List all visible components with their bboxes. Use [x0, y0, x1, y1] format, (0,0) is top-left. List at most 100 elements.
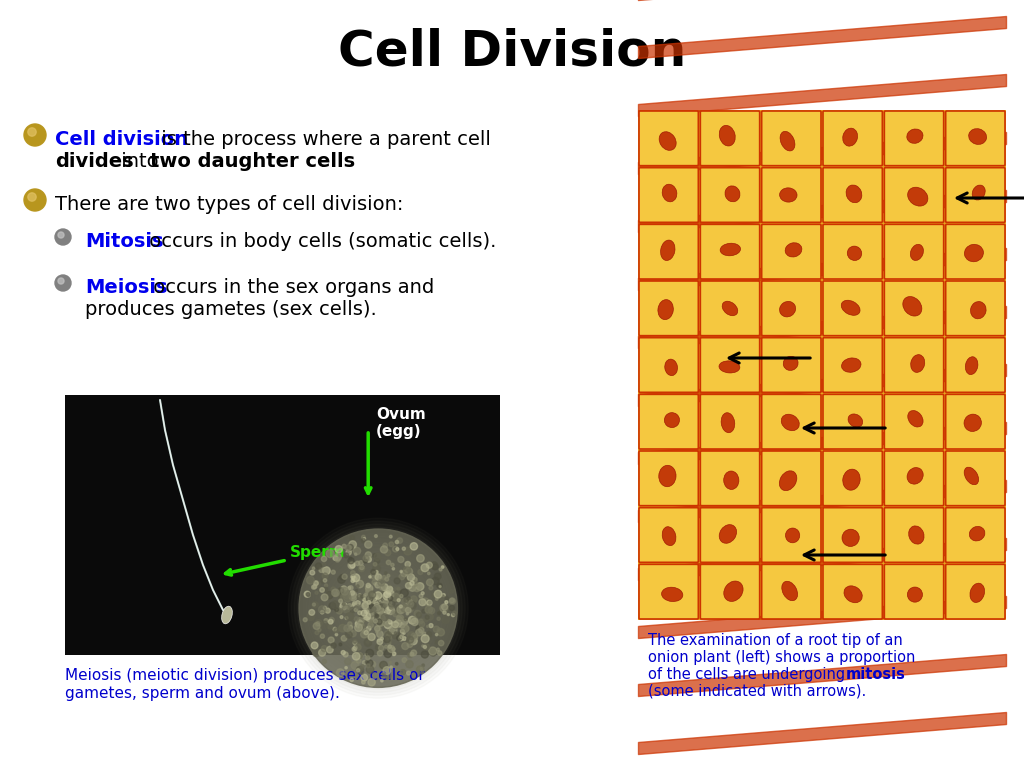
FancyBboxPatch shape: [762, 338, 821, 392]
Circle shape: [412, 581, 418, 587]
Circle shape: [361, 535, 366, 539]
Circle shape: [353, 646, 357, 650]
Circle shape: [411, 543, 418, 550]
Circle shape: [374, 597, 379, 602]
FancyBboxPatch shape: [700, 224, 760, 279]
Circle shape: [407, 597, 411, 600]
Circle shape: [374, 604, 380, 611]
FancyBboxPatch shape: [823, 508, 883, 562]
FancyBboxPatch shape: [639, 224, 698, 279]
Circle shape: [331, 570, 335, 574]
FancyBboxPatch shape: [885, 224, 944, 279]
Circle shape: [427, 600, 432, 605]
Circle shape: [377, 592, 384, 599]
Circle shape: [352, 647, 356, 651]
Ellipse shape: [785, 528, 800, 543]
Circle shape: [58, 232, 65, 238]
Circle shape: [435, 640, 439, 644]
Circle shape: [368, 622, 374, 627]
Text: occurs in body cells (somatic cells).: occurs in body cells (somatic cells).: [143, 232, 497, 251]
Circle shape: [372, 607, 376, 611]
FancyBboxPatch shape: [700, 111, 760, 166]
Circle shape: [429, 647, 436, 655]
Circle shape: [350, 631, 356, 637]
Circle shape: [415, 621, 417, 623]
Text: Meiosis: Meiosis: [85, 278, 168, 297]
Circle shape: [392, 634, 397, 639]
Circle shape: [407, 613, 409, 615]
Circle shape: [354, 553, 356, 555]
Circle shape: [342, 603, 345, 605]
Circle shape: [342, 574, 347, 579]
Circle shape: [450, 598, 456, 604]
Text: two daughter cells: two daughter cells: [150, 152, 355, 171]
Circle shape: [375, 611, 380, 616]
Circle shape: [373, 616, 379, 623]
Circle shape: [306, 593, 310, 596]
Circle shape: [381, 601, 384, 605]
Circle shape: [350, 591, 354, 595]
Circle shape: [313, 581, 318, 585]
Circle shape: [321, 611, 324, 614]
Circle shape: [366, 664, 370, 668]
Circle shape: [430, 561, 438, 569]
Circle shape: [389, 605, 393, 609]
Ellipse shape: [903, 296, 922, 316]
Circle shape: [395, 663, 398, 665]
FancyBboxPatch shape: [885, 451, 944, 505]
Text: mitosis: mitosis: [846, 667, 906, 682]
Circle shape: [314, 581, 321, 588]
Circle shape: [445, 597, 449, 600]
FancyBboxPatch shape: [639, 564, 698, 619]
Circle shape: [383, 602, 387, 606]
Circle shape: [346, 613, 353, 621]
Circle shape: [342, 602, 345, 605]
Circle shape: [327, 647, 333, 653]
Circle shape: [380, 661, 387, 669]
Circle shape: [413, 635, 418, 640]
Circle shape: [450, 598, 455, 603]
Text: .: .: [319, 152, 327, 171]
Circle shape: [374, 583, 376, 585]
Circle shape: [352, 574, 359, 581]
Circle shape: [422, 598, 429, 606]
Text: Meiosis (meiotic division) produces sex cells or: Meiosis (meiotic division) produces sex …: [65, 668, 425, 683]
Circle shape: [411, 596, 418, 603]
Circle shape: [345, 631, 352, 638]
Circle shape: [432, 564, 438, 570]
Circle shape: [419, 599, 426, 606]
Ellipse shape: [724, 581, 743, 601]
Circle shape: [388, 620, 390, 622]
Circle shape: [364, 538, 366, 540]
Circle shape: [383, 667, 391, 674]
Circle shape: [424, 644, 430, 650]
Circle shape: [387, 635, 391, 639]
Circle shape: [378, 612, 380, 614]
Circle shape: [425, 615, 429, 619]
Circle shape: [323, 660, 327, 664]
Circle shape: [386, 560, 391, 564]
Circle shape: [400, 624, 404, 628]
Bar: [65, 395, 500, 655]
Circle shape: [392, 546, 398, 552]
Circle shape: [362, 628, 369, 635]
Circle shape: [406, 607, 411, 613]
Circle shape: [378, 608, 383, 614]
Circle shape: [365, 639, 372, 647]
Circle shape: [380, 600, 384, 604]
Circle shape: [365, 631, 368, 634]
Circle shape: [439, 594, 444, 600]
Circle shape: [397, 538, 402, 543]
Circle shape: [398, 636, 403, 641]
Circle shape: [345, 667, 347, 669]
Circle shape: [399, 574, 404, 580]
Circle shape: [400, 571, 408, 577]
Circle shape: [374, 619, 378, 623]
Circle shape: [413, 584, 421, 591]
Circle shape: [394, 587, 400, 594]
Circle shape: [425, 606, 432, 614]
FancyBboxPatch shape: [762, 167, 821, 222]
Text: is the process where a parent cell: is the process where a parent cell: [155, 130, 490, 149]
Circle shape: [368, 679, 375, 686]
Circle shape: [366, 610, 369, 614]
